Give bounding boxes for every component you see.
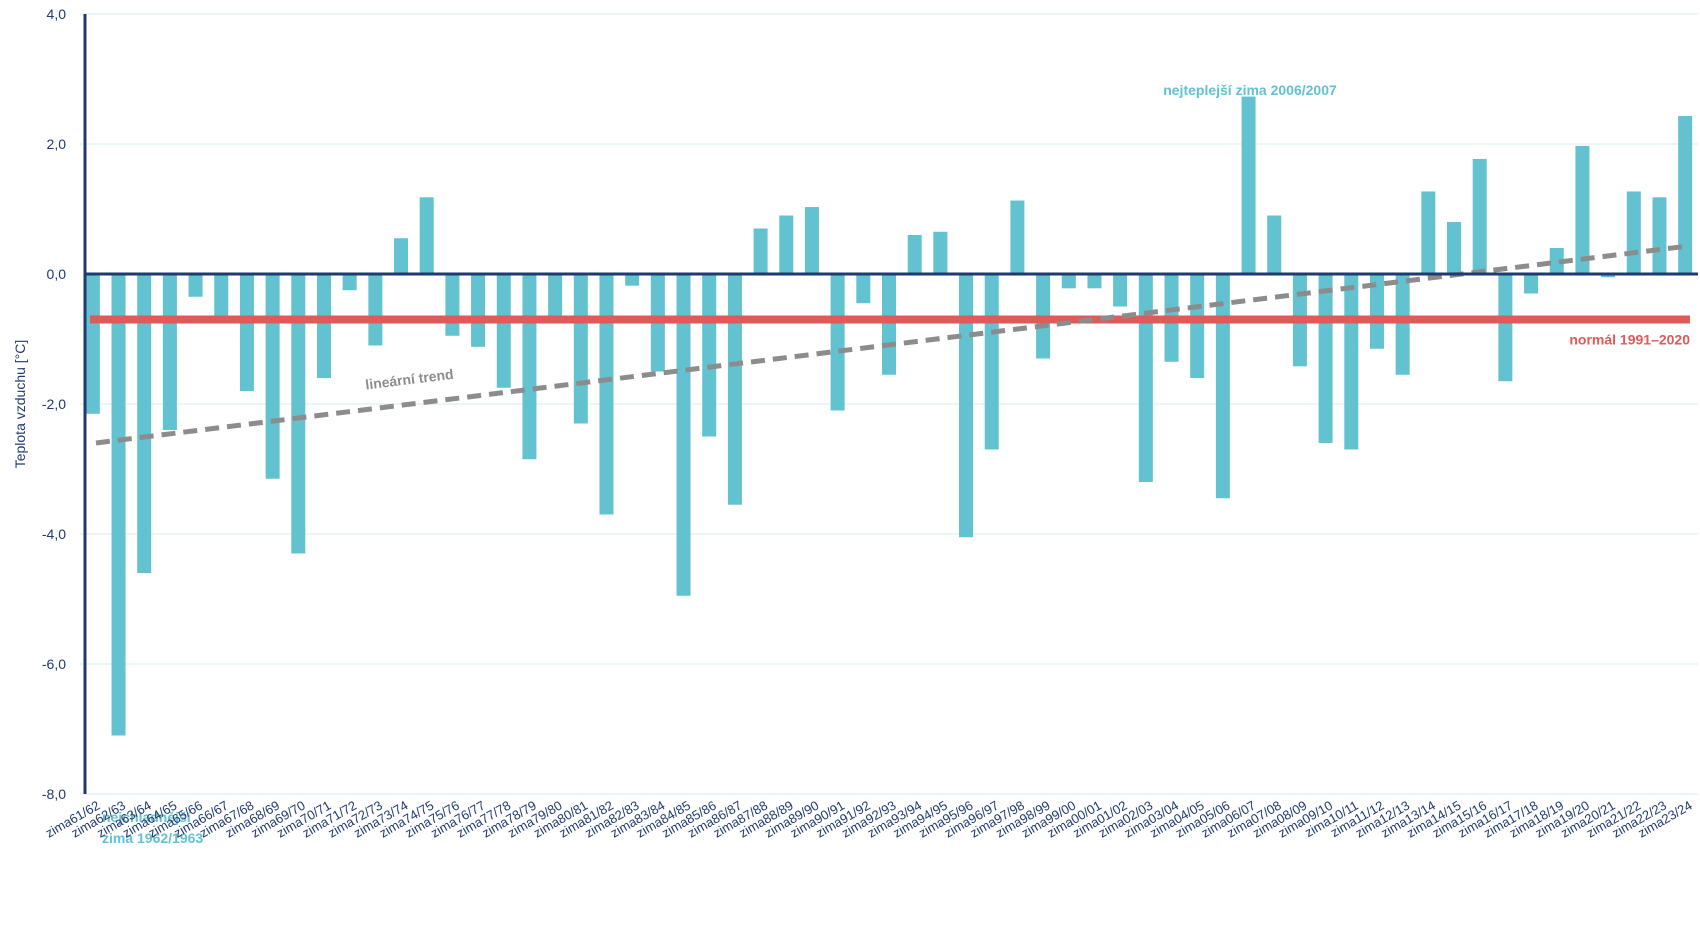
bar (1113, 274, 1128, 307)
bar (1061, 274, 1076, 289)
bar (368, 274, 383, 346)
bar (1524, 274, 1539, 294)
bar (1138, 274, 1153, 482)
bar (85, 274, 100, 414)
bar (111, 274, 126, 736)
bar (676, 274, 691, 596)
bar (1549, 248, 1564, 274)
trend-label: lineární trend (364, 366, 454, 393)
bar (1369, 274, 1384, 349)
bar (342, 274, 357, 291)
bar (1472, 158, 1487, 274)
bar (1241, 96, 1256, 274)
bar (1318, 274, 1333, 443)
bar (779, 215, 794, 274)
bar (265, 274, 280, 479)
bar (1498, 274, 1513, 382)
coldest-annotation-line2: zima 1962/1963 (102, 830, 203, 846)
trend-line (95, 243, 1689, 446)
bar (702, 274, 717, 437)
bar (727, 274, 742, 505)
bar (599, 274, 614, 515)
bar (1652, 197, 1667, 274)
bar (316, 274, 331, 378)
y-tick-label: 0,0 (47, 266, 67, 282)
bar (830, 274, 845, 411)
y-tick-label: -6,0 (42, 656, 66, 672)
bar (1626, 191, 1641, 274)
bar (907, 235, 922, 274)
bar (1678, 116, 1693, 274)
bar (162, 274, 177, 430)
bar (291, 274, 306, 554)
bar (882, 274, 896, 375)
bar (625, 274, 640, 286)
bar (804, 207, 819, 274)
bar (1010, 200, 1025, 274)
bar (573, 274, 588, 424)
bar (753, 228, 768, 274)
bar (1421, 191, 1436, 274)
bar (1087, 274, 1102, 289)
bar (188, 274, 203, 297)
bar (1344, 274, 1359, 450)
bar (1447, 222, 1462, 274)
bar (214, 274, 229, 317)
bar (548, 274, 563, 317)
bar (1190, 274, 1205, 378)
bar (394, 238, 409, 274)
bar (419, 197, 434, 274)
warmest-annotation: nejteplejší zima 2006/2007 (1163, 82, 1337, 98)
bar (239, 274, 254, 391)
normal-label: normál 1991–2020 (1569, 332, 1690, 348)
bar (959, 274, 974, 538)
bar (984, 274, 999, 450)
y-axis-label: Teplota vzduchu [°C] (12, 340, 28, 469)
bar (471, 274, 486, 347)
y-tick-label: -8,0 (42, 786, 66, 802)
y-tick-label: 2,0 (47, 136, 67, 152)
bar (1267, 215, 1282, 274)
y-tick-label: -2,0 (42, 396, 66, 412)
bar (1575, 145, 1590, 274)
bar (445, 274, 460, 336)
y-tick-label: -4,0 (42, 526, 66, 542)
bar (522, 274, 537, 460)
bar (1601, 274, 1616, 278)
bar (1395, 274, 1410, 375)
bar (933, 231, 948, 274)
bar (1215, 274, 1230, 499)
bar (137, 274, 152, 573)
coldest-annotation-line1: nejchladnější (102, 809, 192, 825)
bar (496, 274, 511, 388)
bar (856, 274, 871, 304)
y-tick-label: 4,0 (47, 6, 67, 22)
